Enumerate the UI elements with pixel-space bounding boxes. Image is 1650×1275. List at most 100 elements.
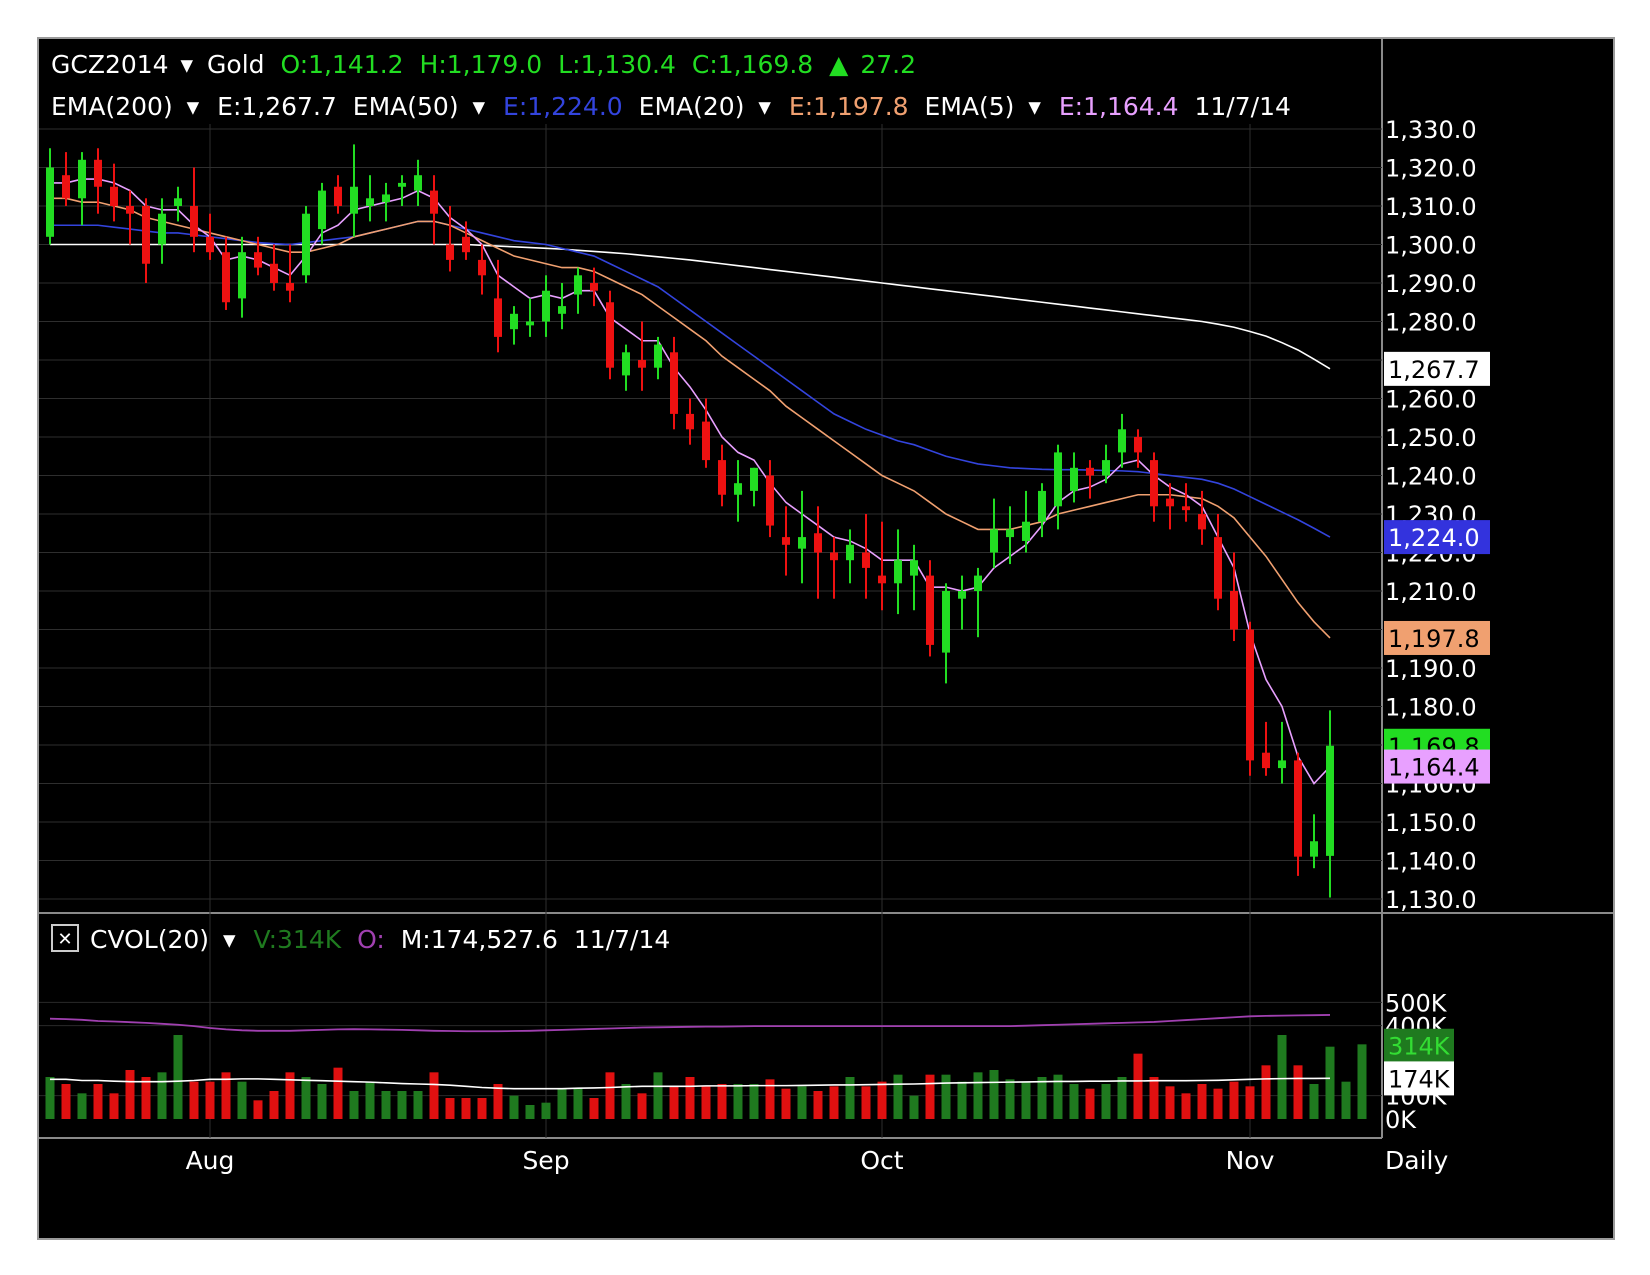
candle: [1118, 413, 1126, 468]
candle-body: [494, 298, 502, 337]
candle: [782, 506, 790, 576]
period-label[interactable]: Daily: [1385, 1146, 1448, 1175]
candle: [350, 144, 358, 237]
candle-body: [574, 275, 582, 295]
cvol-label[interactable]: CVOL(20): [90, 925, 209, 954]
candle-body: [1278, 760, 1286, 769]
candle: [1182, 483, 1190, 522]
volume-bar: [573, 1088, 583, 1119]
y-tick-label: 1,330.0: [1385, 116, 1477, 144]
ema20-dropdown-icon[interactable]: ▾: [758, 92, 771, 121]
candle-body: [798, 537, 806, 549]
close-icon[interactable]: ✕: [57, 929, 72, 950]
candle-body: [1070, 467, 1078, 491]
candle: [910, 544, 918, 611]
candle-body: [1182, 506, 1190, 511]
candle-body: [46, 167, 54, 237]
volume-marker-label: 314K: [1388, 1033, 1451, 1061]
ema50-dropdown-icon[interactable]: ▾: [473, 92, 486, 121]
candle-body: [142, 206, 150, 264]
volume-bar: [749, 1084, 759, 1119]
volume-bar: [173, 1035, 183, 1119]
candle-body: [318, 190, 326, 230]
candle-body: [830, 552, 838, 561]
candle-body: [750, 467, 758, 491]
volume-bar: [1325, 1046, 1335, 1119]
candle: [718, 444, 726, 507]
candle: [174, 186, 182, 222]
volume-close-button[interactable]: ✕: [51, 924, 79, 952]
candle: [382, 182, 390, 222]
chart-svg: Aug Sep Oct Nov 1,330.0 1,320.0 1,310.0 1,300.0…: [39, 39, 1613, 1175]
volume-average-line: [49, 1014, 1331, 1033]
volume-bar: [253, 1100, 263, 1119]
candle: [238, 236, 246, 318]
candle-body: [462, 236, 470, 253]
ema50-label[interactable]: EMA(50): [353, 92, 459, 121]
volume-bar: [653, 1072, 663, 1119]
candle-body: [718, 460, 726, 495]
candle: [46, 148, 54, 245]
candle-body: [1134, 437, 1142, 453]
x-tick-label: Aug: [186, 1146, 235, 1175]
candle-body: [414, 175, 422, 191]
candle: [78, 152, 86, 226]
y-tick-label: 1,180.0: [1385, 694, 1477, 722]
candle-body: [1150, 460, 1158, 507]
candle: [686, 398, 694, 445]
candle: [494, 259, 502, 353]
candle-body: [1038, 490, 1046, 522]
y-tick-label: 1,250.0: [1385, 424, 1477, 452]
y-tick-label: 1,130.0: [1385, 886, 1477, 914]
candle-body: [126, 206, 134, 214]
candle: [1278, 721, 1286, 784]
ema200-label[interactable]: EMA(200): [51, 92, 173, 121]
candle-body: [670, 352, 678, 414]
volume-bar: [829, 1086, 839, 1119]
ema50-value: E:1,224.0: [503, 92, 623, 121]
cvol-dropdown-icon[interactable]: ▾: [223, 925, 236, 954]
instrument-name: Gold: [207, 50, 264, 79]
volume-bar: [541, 1102, 551, 1119]
candle: [110, 163, 118, 222]
close-value: C:1,169.8: [692, 50, 813, 79]
candle-body: [862, 552, 870, 568]
y-tick-label: 1,280.0: [1385, 309, 1477, 337]
candle-body: [1166, 498, 1174, 507]
ema-layer: [50, 178, 1331, 785]
candle: [702, 398, 710, 468]
candle: [334, 175, 342, 214]
candle-body: [78, 159, 86, 199]
volume-bar: [989, 1070, 999, 1119]
volume-bar: [1037, 1077, 1047, 1119]
candle-body: [1198, 514, 1206, 530]
volume-bar: [861, 1086, 871, 1119]
price-marker-box: [1384, 520, 1490, 555]
ema200-dropdown-icon[interactable]: ▾: [187, 92, 200, 121]
price-marker-label: 1,267.7: [1388, 356, 1480, 384]
candle: [670, 336, 678, 430]
candle-body: [62, 175, 70, 199]
candle: [318, 182, 326, 245]
ema5-label[interactable]: EMA(5): [925, 92, 1015, 121]
candle: [590, 267, 598, 307]
candle: [878, 521, 886, 611]
low-value: L:1,130.4: [558, 50, 676, 79]
candle: [478, 244, 486, 295]
candle: [302, 206, 310, 283]
ema5-dropdown-icon[interactable]: ▾: [1028, 92, 1041, 121]
candle-body: [430, 190, 438, 214]
price-marker: 1,224.0: [1384, 520, 1490, 555]
symbol-dropdown-icon[interactable]: ▾: [181, 50, 194, 79]
volume-bar: [221, 1072, 231, 1119]
volume-bar: [1309, 1084, 1319, 1119]
candle: [366, 175, 374, 222]
candle: [1166, 483, 1174, 530]
volume-tick-label: 0K: [1385, 1106, 1417, 1134]
volume-bar: [1245, 1086, 1255, 1119]
candle-body: [286, 283, 294, 291]
ema20-label[interactable]: EMA(20): [639, 92, 745, 121]
candle-body: [1246, 629, 1254, 761]
open-value: O:1,141.2: [280, 50, 403, 79]
symbol-label[interactable]: GCZ2014: [51, 50, 169, 79]
